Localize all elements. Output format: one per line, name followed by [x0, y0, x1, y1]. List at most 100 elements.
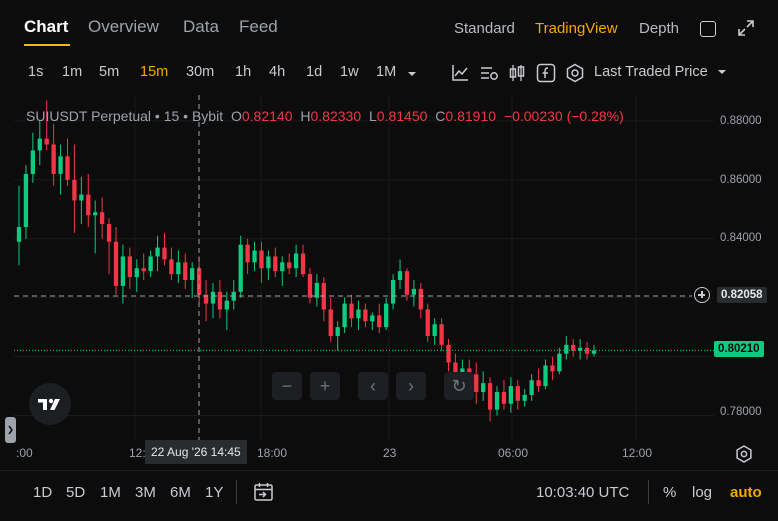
range-6m[interactable]: 6M — [170, 484, 191, 501]
scroll-right-button[interactable]: › — [396, 372, 426, 400]
reset-chart-button[interactable]: ↻ — [444, 372, 474, 400]
candle-body — [217, 291, 223, 310]
indicators-icon[interactable] — [449, 62, 471, 84]
fullscreen-icon[interactable] — [736, 18, 756, 38]
candle-body — [280, 262, 285, 272]
candle-body — [328, 309, 333, 336]
zoom-in-button[interactable]: + — [310, 372, 340, 400]
settings-hex-icon[interactable] — [564, 62, 586, 84]
drawing-panel-toggle[interactable] — [5, 417, 16, 443]
tab-chart[interactable]: Chart — [24, 17, 69, 36]
candle-body — [93, 212, 98, 216]
candle-body — [425, 309, 430, 336]
candle-body — [314, 282, 320, 298]
utc-clock[interactable]: 10:03:40 UTC — [536, 484, 630, 501]
scroll-left-button[interactable]: ‹ — [358, 372, 388, 400]
interval-1w[interactable]: 1w — [340, 64, 359, 80]
candle-body — [190, 268, 195, 281]
interval-1m[interactable]: 1m — [62, 64, 83, 80]
range-1y[interactable]: 1Y — [205, 484, 224, 501]
tradingview-logo-icon — [38, 398, 60, 410]
candle-body — [522, 394, 527, 401]
range-3m[interactable]: 3M — [135, 484, 156, 501]
tab-feed[interactable]: Feed — [239, 17, 278, 36]
interval-1d[interactable]: 1d — [306, 64, 323, 80]
bottom-toolbar — [0, 470, 778, 521]
range-1d[interactable]: 1D — [33, 484, 53, 501]
candle-body — [536, 380, 541, 387]
price-type-dropdown-icon[interactable] — [716, 67, 728, 77]
interval-15m[interactable]: 15m — [140, 64, 169, 80]
candle-body — [543, 365, 548, 387]
candle-body — [23, 173, 29, 227]
toolbar-divider — [648, 480, 649, 504]
candle-body — [16, 226, 22, 242]
time-tick: 12: — [129, 446, 146, 460]
candle-body — [577, 347, 583, 351]
candle-body — [300, 253, 306, 275]
candle-body — [342, 303, 347, 328]
fx-icon[interactable] — [535, 62, 557, 84]
candle-body — [550, 365, 555, 372]
time-tick: 12:00 — [622, 446, 653, 460]
candle-body — [141, 268, 146, 272]
candle-body — [474, 374, 479, 392]
auto-scale-button[interactable]: auto — [730, 484, 762, 501]
legend-close-label: C — [435, 108, 446, 124]
percent-scale-button[interactable]: % — [663, 484, 677, 501]
candle-type-icon[interactable] — [506, 62, 528, 84]
tab-overview[interactable]: Overview — [88, 17, 159, 36]
candle-body — [439, 324, 444, 345]
candle-body — [79, 194, 84, 201]
candle-body — [370, 315, 375, 322]
tab-data[interactable]: Data — [183, 17, 219, 36]
price-tick: 0.84000 — [720, 232, 762, 244]
candle-body — [481, 383, 486, 392]
chart-settings-icon[interactable] — [734, 444, 754, 464]
interval-1h[interactable]: 1h — [235, 64, 252, 80]
candle-body — [176, 262, 181, 275]
range-5d[interactable]: 5D — [66, 484, 86, 501]
crosshair-price-label: 0.82058 — [717, 287, 767, 303]
time-tick: 06:00 — [498, 446, 529, 460]
interval-1M[interactable]: 1M — [376, 64, 397, 80]
interval-5m[interactable]: 5m — [99, 64, 120, 80]
last-price-label: 0.80210 — [714, 341, 764, 357]
mode-standard[interactable]: Standard — [454, 20, 515, 37]
candle-body — [127, 256, 132, 278]
ohlc-legend: SUIUSDT Perpetual • 15 • Bybit O0.82140 … — [26, 108, 624, 124]
interval-dropdown-icon[interactable] — [406, 69, 418, 79]
candle-body — [515, 386, 520, 401]
tab-active-underline — [24, 44, 70, 46]
interval-30m[interactable]: 30m — [186, 64, 215, 80]
range-1m[interactable]: 1M — [100, 484, 121, 501]
interval-1s[interactable]: 1s — [28, 64, 44, 80]
candle-body — [183, 262, 188, 281]
go-to-date-icon[interactable] — [252, 481, 276, 503]
legend-high-label: H — [300, 108, 311, 124]
legend-low: 0.81450 — [376, 108, 428, 124]
add-alert-icon[interactable] — [694, 287, 710, 303]
legend-low-label: L — [369, 108, 377, 124]
candle-body — [120, 256, 126, 286]
header-tabs: Chart Overview Data Feed Standard Tradin… — [0, 0, 778, 52]
candle-body — [404, 271, 410, 295]
candle-body — [453, 362, 458, 381]
tradingview-logo[interactable] — [29, 383, 71, 425]
mode-tradingview[interactable]: TradingView — [535, 20, 618, 37]
log-scale-button[interactable]: log — [692, 484, 713, 501]
candle-body — [273, 256, 278, 272]
legend-change: −0.00230 (−0.28%) — [503, 108, 624, 124]
mode-depth[interactable]: Depth — [639, 20, 680, 37]
zoom-out-button[interactable]: − — [272, 372, 302, 400]
layout-square-icon[interactable] — [700, 21, 716, 37]
candle-body — [44, 138, 49, 145]
legend-exchange: Bybit — [191, 108, 224, 124]
candle-body — [155, 247, 160, 257]
interval-4h[interactable]: 4h — [269, 64, 286, 80]
candle-body — [411, 288, 417, 295]
templates-icon[interactable] — [478, 62, 500, 84]
price-type-select[interactable]: Last Traded Price — [594, 64, 708, 80]
legend-open: 0.82140 — [241, 108, 293, 124]
candle-body — [501, 391, 507, 404]
